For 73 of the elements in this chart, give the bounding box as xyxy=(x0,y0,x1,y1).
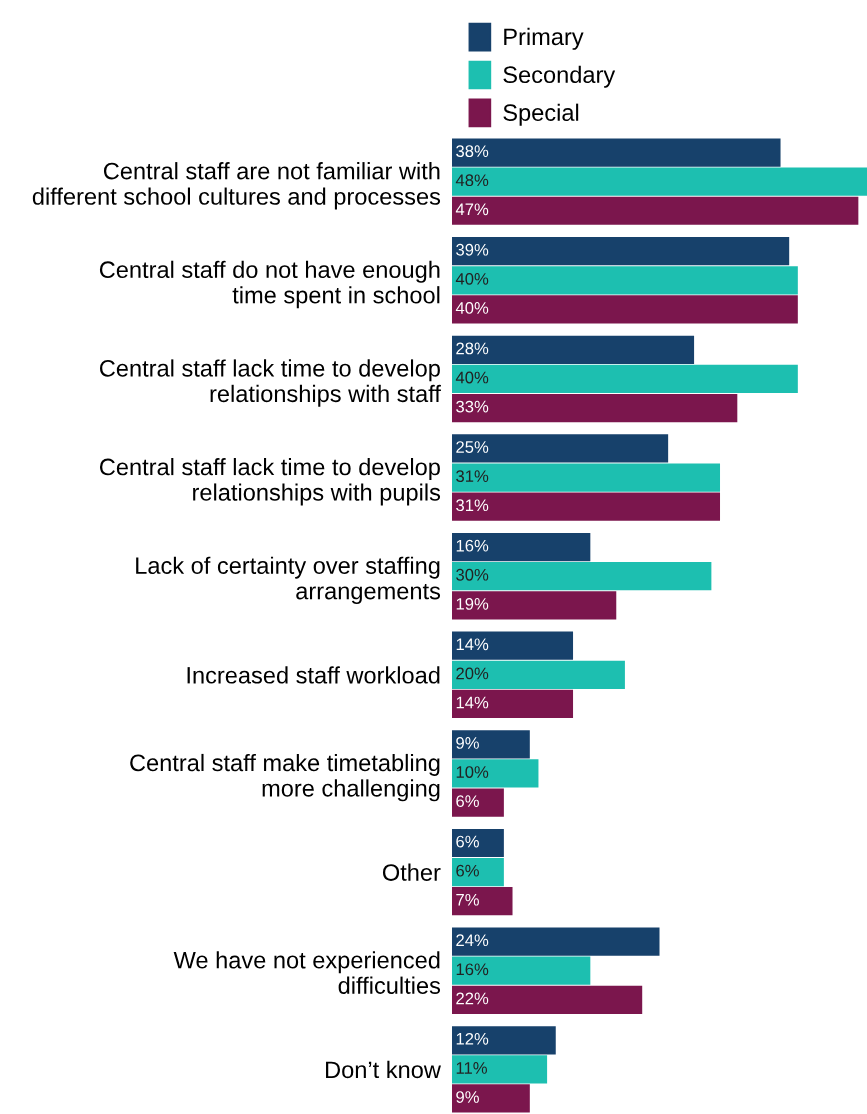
data-label: 12% xyxy=(456,1032,489,1045)
bar xyxy=(452,196,859,225)
y-tick-label: Central staff lack time to develop relationships with staff xyxy=(100,359,441,407)
bar xyxy=(452,759,539,788)
bar xyxy=(452,335,695,364)
data-label: 16% xyxy=(456,963,489,976)
data-label: 38% xyxy=(456,145,489,158)
data-label: 31% xyxy=(456,470,489,483)
data-label: 40% xyxy=(455,302,489,314)
y-tick-label: Central staff are not familiar with different school cultures and processes xyxy=(32,162,441,210)
data-label: 20% xyxy=(456,667,489,680)
data-label: 30% xyxy=(456,568,489,581)
bar xyxy=(452,393,738,423)
y-tick-label: Central staff make timetabling more challenging xyxy=(130,753,440,802)
bar xyxy=(452,887,513,916)
y-tick-label: Other xyxy=(382,863,441,881)
bar xyxy=(452,364,798,394)
bar xyxy=(452,532,591,562)
bar xyxy=(452,266,798,295)
bar xyxy=(452,463,721,492)
bar xyxy=(452,138,781,167)
y-tick-label: Lack of certainty over staffing arrangements xyxy=(136,556,441,605)
bar xyxy=(452,828,504,858)
bar xyxy=(452,492,721,521)
data-label: 7% xyxy=(456,893,479,906)
data-label: 22% xyxy=(456,992,489,1005)
data-label: 10% xyxy=(456,766,489,778)
data-label: 48% xyxy=(455,174,489,187)
data-label: 25% xyxy=(456,441,489,453)
y-tick-label: Central staff lack time to develop relationships with pupils xyxy=(100,457,441,506)
data-label: 6% xyxy=(456,835,479,848)
data-label: 24% xyxy=(456,934,489,947)
bar xyxy=(452,689,574,719)
data-label: 9% xyxy=(456,1091,479,1103)
data-label: 40% xyxy=(455,371,489,384)
data-label: 14% xyxy=(456,696,489,709)
bar xyxy=(452,434,669,463)
data-label: 6% xyxy=(456,864,479,877)
legend-label: Primary xyxy=(504,27,584,50)
bar xyxy=(452,1055,548,1084)
bar xyxy=(452,295,798,324)
bar xyxy=(452,562,712,591)
data-label: 11% xyxy=(456,1062,487,1074)
data-label: 14% xyxy=(456,638,489,651)
data-label: 9% xyxy=(456,737,479,749)
bar xyxy=(452,956,591,985)
bar xyxy=(452,631,574,660)
bar xyxy=(452,237,790,266)
bar xyxy=(452,927,660,956)
data-label: 6% xyxy=(456,795,479,808)
bar xyxy=(452,857,504,887)
data-label: 39% xyxy=(456,243,489,256)
y-tick-label: Central staff do not have enough time spent in school xyxy=(99,260,440,309)
bar xyxy=(452,985,643,1014)
data-label: 28% xyxy=(456,342,489,355)
bar xyxy=(452,730,530,759)
data-label: 19% xyxy=(456,597,489,610)
y-tick-label: Don’t know xyxy=(326,1060,441,1079)
bar xyxy=(452,1084,530,1113)
y-tick-label: We have not experienced difficulties xyxy=(173,951,441,994)
y-tick-label: Increased staff workload xyxy=(187,666,440,684)
legend-label: Special xyxy=(503,103,579,126)
data-label: 16% xyxy=(456,539,489,552)
bar xyxy=(452,591,617,620)
bar xyxy=(452,788,504,817)
legend-label: Secondary xyxy=(503,65,616,88)
data-label: 33% xyxy=(456,400,489,413)
data-label: 31% xyxy=(456,499,489,512)
data-label: 40% xyxy=(455,272,489,285)
data-label: 47% xyxy=(455,203,489,216)
bar xyxy=(452,660,625,689)
bar xyxy=(452,1026,556,1055)
bar xyxy=(452,167,867,196)
